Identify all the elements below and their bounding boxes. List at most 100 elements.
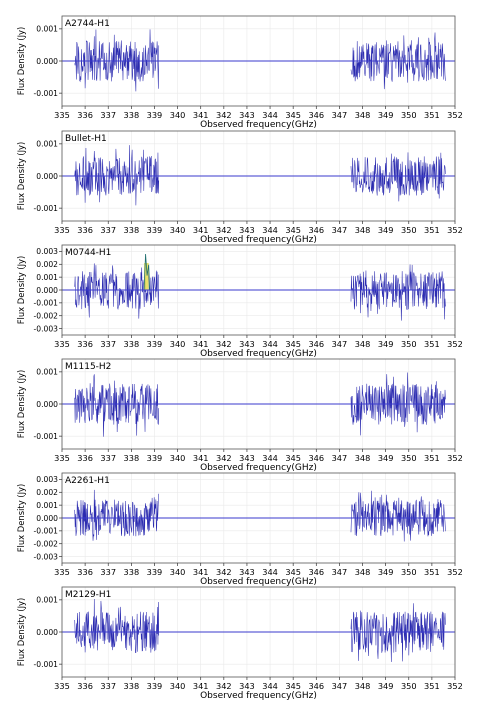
x-tick-label: 352	[447, 339, 463, 349]
x-tick-label: 344	[262, 110, 278, 120]
x-tick-label: 344	[262, 681, 278, 691]
x-tick-label: 349	[378, 339, 394, 349]
panel-title: Bullet-H1	[65, 134, 107, 144]
x-tick-label: 339	[147, 110, 163, 120]
x-tick-label: 347	[332, 567, 348, 577]
y-tick-label: 0.001	[36, 368, 58, 377]
x-tick-label: 340	[170, 453, 186, 463]
x-tick-label: 336	[77, 225, 93, 235]
spectrum-segment-2	[350, 152, 446, 202]
y-tick-label: -0.001	[34, 89, 59, 98]
y-tick-label: 0.001	[36, 501, 58, 510]
x-tick-label: 352	[447, 225, 463, 235]
x-tick-label: 335	[54, 681, 70, 691]
x-tick-label: 352	[447, 567, 463, 577]
y-tick-label: 0.002	[36, 260, 58, 269]
x-tick-label: 350	[401, 681, 417, 691]
y-tick-label: 0.000	[36, 628, 58, 637]
y-tick-label: 0.000	[36, 286, 58, 295]
x-tick-label: 343	[239, 110, 255, 120]
line-feature-spectrum	[143, 253, 151, 291]
x-tick-label: 336	[77, 681, 93, 691]
y-tick-label: 0.000	[36, 57, 58, 66]
y-tick-label: 0.002	[36, 488, 58, 497]
y-axis-label: Flux Density (Jy)	[16, 370, 26, 439]
x-tick-label: 342	[216, 453, 232, 463]
x-tick-label: 341	[193, 225, 209, 235]
y-axis-label: Flux Density (Jy)	[16, 484, 26, 553]
x-tick-label: 350	[401, 110, 417, 120]
x-tick-label: 343	[239, 453, 255, 463]
spectrum-panel-1: 335 336 337 338 339 340 341 342 343 344 345 346 347 3…	[16, 15, 463, 130]
x-tick-label: 345	[285, 225, 301, 235]
x-tick-label: 340	[170, 681, 186, 691]
x-tick-label: 346	[308, 110, 324, 120]
y-tick-label: -0.003	[34, 324, 59, 333]
x-tick-label: 343	[239, 339, 255, 349]
x-tick-label: 347	[332, 453, 348, 463]
x-tick-label: 351	[424, 453, 440, 463]
x-axis-label: Observed frequency(GHz)	[200, 691, 317, 701]
x-tick-label: 337	[100, 453, 116, 463]
x-tick-label: 350	[401, 339, 417, 349]
x-tick-label: 348	[355, 110, 371, 120]
spectrum-segment-1	[74, 29, 160, 92]
y-tick-label: -0.003	[34, 552, 59, 561]
x-tick-label: 341	[193, 567, 209, 577]
x-tick-label: 351	[424, 339, 440, 349]
x-tick-label: 341	[193, 453, 209, 463]
x-tick-label: 341	[193, 339, 209, 349]
spectrum-segment-2	[350, 264, 446, 321]
x-tick-label: 335	[54, 567, 70, 577]
x-tick-label: 335	[54, 225, 70, 235]
y-tick-label: -0.001	[34, 527, 59, 536]
x-tick-label: 335	[54, 110, 70, 120]
x-tick-label: 347	[332, 681, 348, 691]
x-tick-label: 339	[147, 339, 163, 349]
y-tick-label: -0.001	[34, 432, 59, 441]
x-tick-label: 349	[378, 110, 394, 120]
y-axis-label: Flux Density (Jy)	[16, 598, 26, 667]
x-tick-label: 342	[216, 567, 232, 577]
y-tick-label: 0.000	[36, 172, 58, 181]
x-tick-label: 351	[424, 681, 440, 691]
y-tick-label: 0.001	[36, 140, 58, 149]
spectrum-panel-6: 335 336 337 338 339 340 341 342 343 344 345 346 347 3…	[16, 586, 463, 701]
spectrum-segment-1	[74, 489, 160, 541]
x-tick-label: 340	[170, 567, 186, 577]
spectrum-segment-2	[350, 32, 446, 90]
x-tick-label: 346	[308, 567, 324, 577]
x-axis-label: Observed frequency(GHz)	[200, 577, 317, 587]
x-tick-label: 352	[447, 453, 463, 463]
y-tick-label: -0.001	[34, 299, 59, 308]
x-tick-label: 341	[193, 681, 209, 691]
y-tick-label: -0.002	[34, 312, 59, 321]
x-tick-label: 339	[147, 225, 163, 235]
x-tick-label: 335	[54, 339, 70, 349]
x-tick-label: 337	[100, 339, 116, 349]
x-tick-label: 337	[100, 110, 116, 120]
x-tick-label: 335	[54, 453, 70, 463]
y-axis-label: Flux Density (Jy)	[16, 256, 26, 325]
spectrum-panel-4: 335 336 337 338 339 340 341 342 343 344 345 346 347 3…	[16, 358, 463, 473]
x-tick-label: 346	[308, 339, 324, 349]
spectrum-segment-2	[350, 372, 446, 436]
x-tick-label: 343	[239, 225, 255, 235]
panel-title: A2744-H1	[65, 19, 110, 29]
line-feature-highlight	[144, 263, 149, 290]
y-tick-label: 0.000	[36, 514, 58, 523]
x-tick-label: 351	[424, 225, 440, 235]
x-tick-label: 339	[147, 453, 163, 463]
panel-title: M1115-H2	[65, 362, 111, 372]
x-tick-label: 347	[332, 225, 348, 235]
x-tick-label: 345	[285, 681, 301, 691]
x-tick-label: 345	[285, 453, 301, 463]
x-tick-label: 346	[308, 225, 324, 235]
x-tick-label: 337	[100, 681, 116, 691]
x-tick-label: 344	[262, 339, 278, 349]
y-tick-label: -0.001	[34, 660, 59, 669]
x-tick-label: 344	[262, 567, 278, 577]
x-tick-label: 342	[216, 110, 232, 120]
x-tick-label: 347	[332, 110, 348, 120]
x-tick-label: 348	[355, 567, 371, 577]
